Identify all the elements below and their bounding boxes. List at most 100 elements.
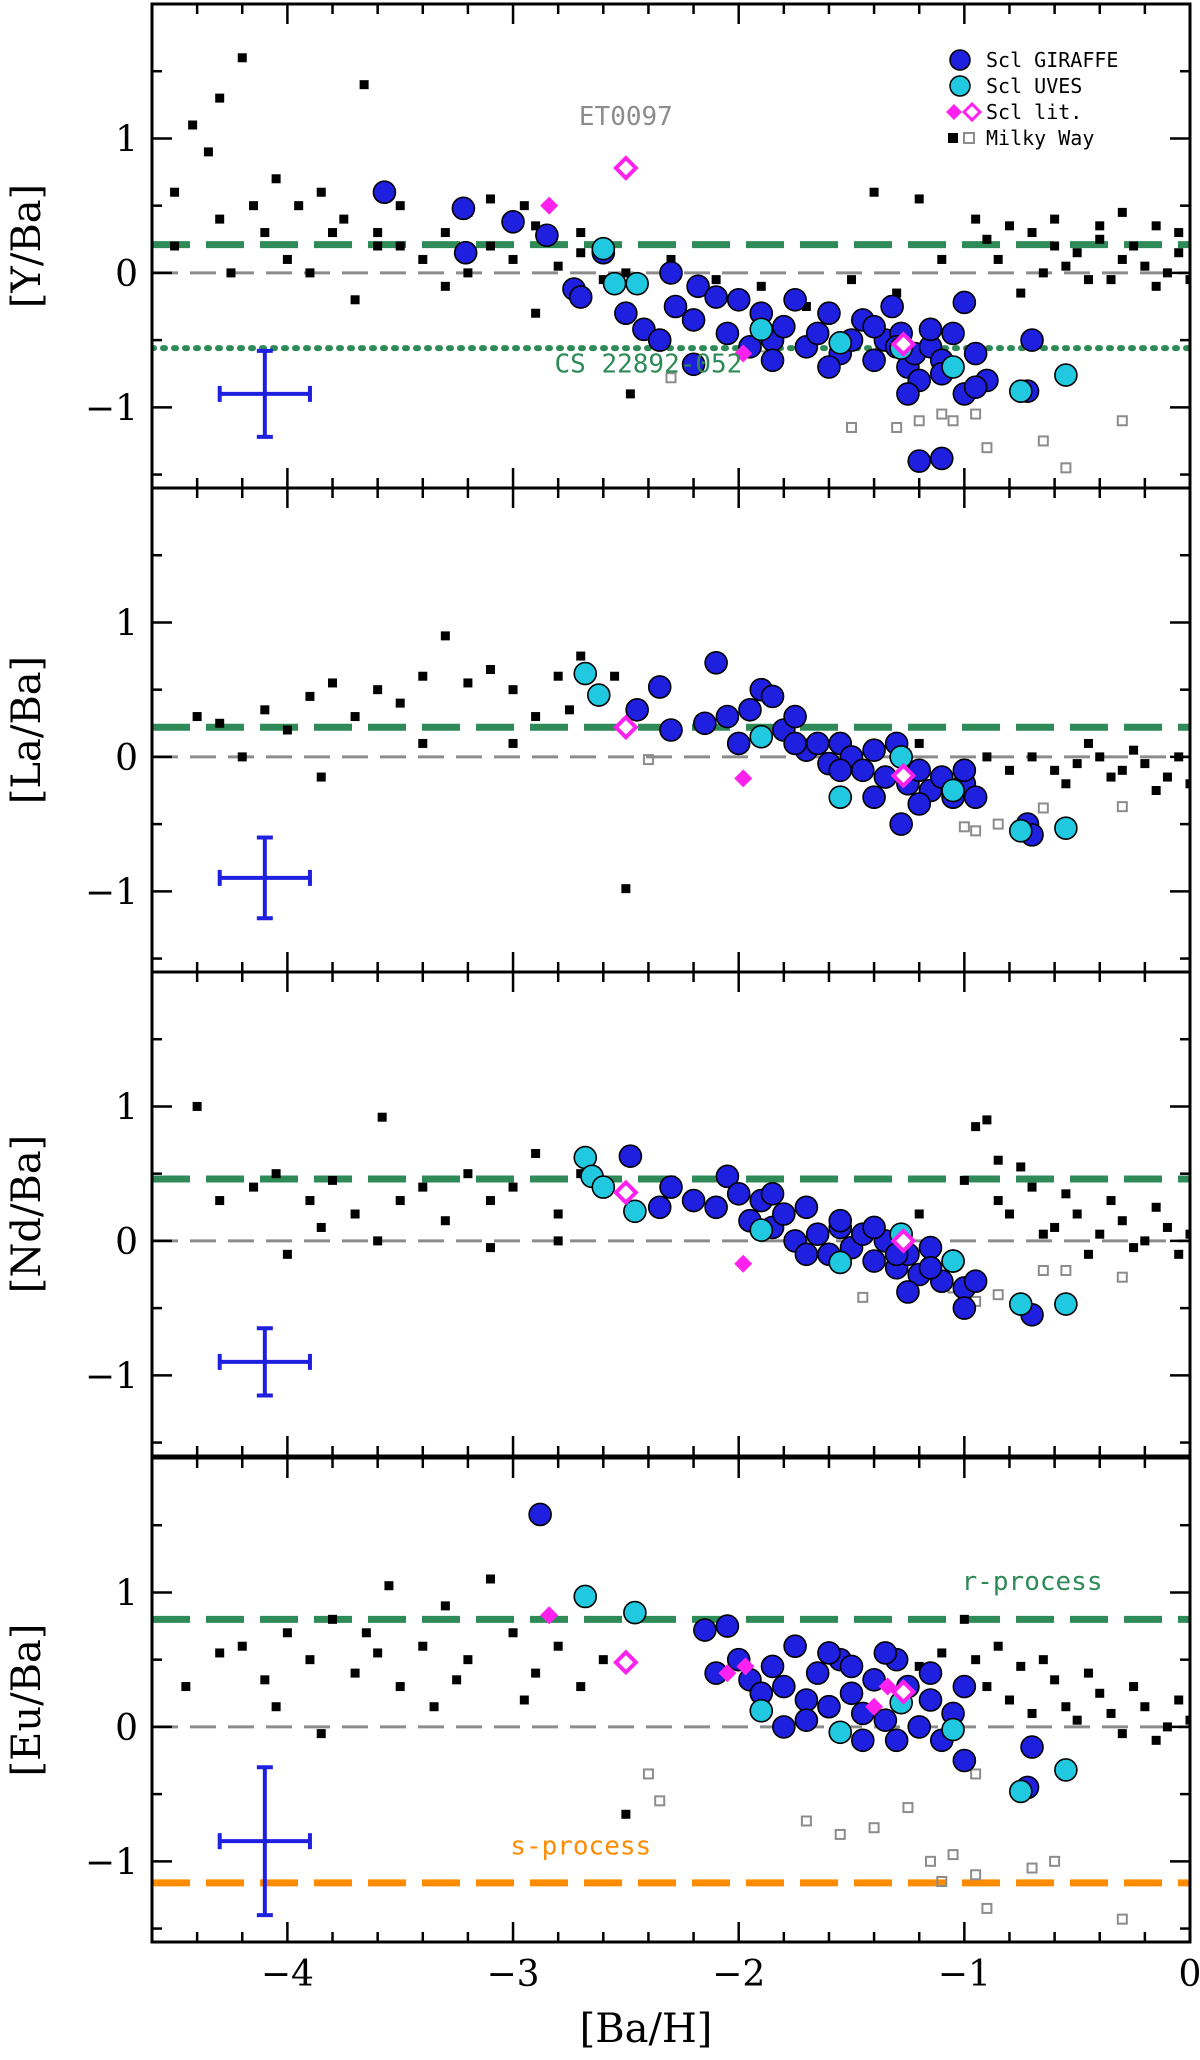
milkyway-open-point <box>970 408 982 420</box>
plot-area <box>152 1502 1190 1925</box>
giraffe-point <box>862 348 886 373</box>
milkyway-point <box>621 1809 631 1819</box>
milkyway-open-point <box>1116 1913 1128 1925</box>
milkyway-point <box>576 248 586 258</box>
milkyway-point <box>519 1695 529 1705</box>
milkyway-point <box>1016 1162 1026 1172</box>
milkyway-point <box>1185 1229 1190 1239</box>
giraffe-point <box>726 1182 751 1206</box>
x-axis-label: [Ba/H] <box>580 2006 713 2052</box>
giraffe-point <box>772 1674 796 1699</box>
giraffe-point <box>918 1688 943 1712</box>
milkyway-open-point <box>1026 1862 1038 1874</box>
milkyway-point <box>1038 268 1048 278</box>
uves-point <box>625 271 649 296</box>
milkyway-point <box>993 1196 1003 1206</box>
giraffe-point <box>614 301 638 326</box>
milkyway-point <box>384 1581 394 1591</box>
giraffe-point <box>873 1641 898 1665</box>
milkyway-point <box>1140 759 1150 769</box>
giraffe-point <box>794 1708 819 1732</box>
milkyway-point <box>192 712 202 722</box>
milkyway-point <box>1061 779 1071 789</box>
milkyway-point <box>373 685 383 695</box>
giraffe-point <box>907 449 932 473</box>
milkyway-point <box>1072 1715 1082 1725</box>
milkyway-open-point <box>947 1849 959 1861</box>
x-tick-label: −1 <box>938 1954 991 1995</box>
milkyway-point <box>271 1169 281 1179</box>
giraffe-point <box>918 317 943 342</box>
giraffe-point <box>880 294 904 319</box>
milkyway-point <box>1072 759 1082 769</box>
milkyway-point <box>328 678 338 688</box>
milkyway-point <box>1038 1655 1048 1665</box>
milkyway-point <box>531 308 541 318</box>
y-tick-label: 1 <box>115 119 138 160</box>
milkyway-point <box>440 228 450 238</box>
milkyway-point <box>1162 268 1172 278</box>
giraffe-point <box>963 785 988 810</box>
milkyway-point <box>971 214 981 224</box>
y-tick-label: 0 <box>115 254 138 295</box>
milkyway-point <box>1185 275 1190 285</box>
milkyway-point <box>553 1209 563 1219</box>
milkyway-point <box>361 1628 371 1638</box>
annotation-label: s-process <box>510 1832 651 1862</box>
legend-entry-giraffe: Scl GIRAFFE <box>949 48 1118 72</box>
milkyway-open-point <box>936 408 948 420</box>
uves-point <box>586 683 611 707</box>
milkyway-point <box>1027 228 1037 238</box>
error-bar <box>217 348 312 439</box>
giraffe-point <box>952 758 977 783</box>
milkyway-point <box>1061 1189 1071 1199</box>
milkyway-open-point <box>936 1876 948 1887</box>
lit-filled-point <box>736 1657 755 1676</box>
giraffe-point <box>693 711 717 736</box>
milkyway-point <box>1129 1682 1139 1692</box>
milkyway-point <box>350 1668 360 1678</box>
milkyway-point <box>1162 772 1172 782</box>
lit-open-point <box>890 1679 917 1705</box>
milkyway-point <box>1117 1729 1127 1739</box>
giraffe-point <box>952 1296 977 1320</box>
giraffe-point <box>1020 1735 1044 1759</box>
milkyway-point <box>373 1648 383 1658</box>
milkyway-point <box>188 120 198 130</box>
giraffe-point <box>794 1195 819 1220</box>
milkyway-point <box>215 1648 225 1658</box>
milkyway-open-point <box>800 1815 812 1827</box>
milkyway-point <box>215 214 225 224</box>
giraffe-legend-marker <box>949 49 971 71</box>
uves-point <box>573 661 598 686</box>
giraffe-point <box>535 223 559 248</box>
milkyway-point <box>1050 1675 1060 1685</box>
giraffe-point <box>726 731 751 756</box>
milkyway-point <box>1151 281 1161 291</box>
milkyway-point <box>625 389 635 399</box>
lit-open-point <box>890 1228 917 1254</box>
giraffe-point <box>794 1688 819 1712</box>
milkyway-point <box>892 288 902 298</box>
lit-open-point <box>613 1649 639 1676</box>
milkyway-point <box>305 1655 315 1665</box>
milkyway-point <box>1027 1708 1037 1718</box>
milkyway-point <box>1083 1249 1093 1259</box>
milkyway-point <box>993 1155 1003 1165</box>
milkyway-point <box>1004 221 1014 231</box>
uves-point <box>602 271 627 296</box>
milkyway-point <box>621 884 631 894</box>
milkyway-point <box>914 194 924 204</box>
milkyway-point <box>847 275 857 285</box>
x-tick-label: −2 <box>712 1954 765 1995</box>
giraffe-point <box>783 1634 807 1659</box>
milkyway-point <box>260 705 270 715</box>
giraffe-point <box>862 785 886 810</box>
milkyway-point <box>1016 1661 1026 1671</box>
milkyway-point <box>485 1574 495 1584</box>
uves-point <box>591 1175 616 1199</box>
giraffe-point <box>760 1654 785 1679</box>
giraffe-point <box>647 328 672 352</box>
plot-area <box>152 631 1190 921</box>
